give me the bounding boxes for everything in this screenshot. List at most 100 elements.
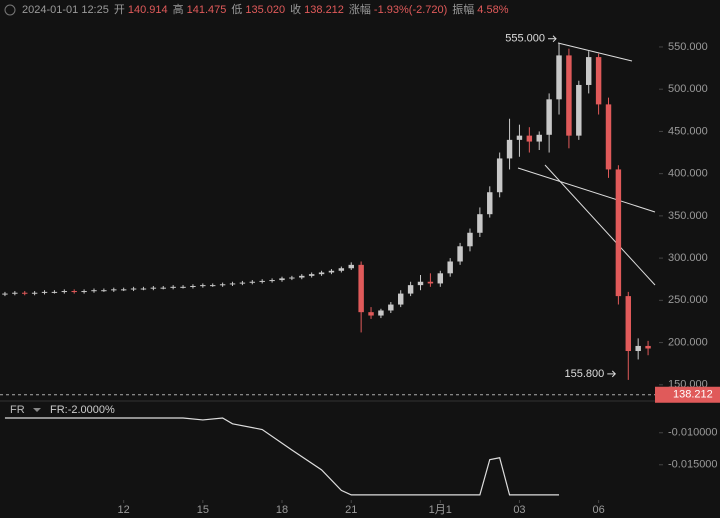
y-tick-label: 300.000	[668, 252, 708, 264]
candle-body	[190, 285, 196, 287]
collapse-icon[interactable]	[4, 4, 16, 16]
candle-body	[111, 289, 117, 291]
candle-body	[536, 134, 542, 142]
candle-body	[170, 286, 176, 288]
candle-body	[526, 135, 533, 142]
header-field: 开	[114, 4, 125, 16]
x-tick-label: 06	[592, 504, 604, 516]
candle-body	[210, 285, 216, 287]
x-tick-label: 1月1	[429, 504, 452, 516]
candle-body	[546, 99, 552, 135]
candle-body	[556, 55, 562, 100]
candle-body	[477, 214, 483, 233]
candle-body	[22, 292, 28, 294]
y-tick-label: 450.000	[668, 125, 708, 137]
indicator-line	[4, 417, 560, 496]
candle-body	[140, 288, 147, 290]
y-tick-label: 500.000	[668, 83, 708, 95]
candle-body	[447, 261, 453, 274]
y-tick-label: 250.000	[668, 294, 708, 306]
indicator-name[interactable]: FR	[10, 404, 25, 416]
price-annotation: 155.800	[565, 368, 605, 380]
candle-body	[467, 232, 473, 247]
candle-body	[645, 345, 651, 349]
indicator-menu[interactable]	[33, 408, 41, 412]
candle-body	[358, 264, 364, 313]
y-tick-label: -0.015000	[668, 459, 718, 471]
trend-line	[544, 164, 656, 286]
candle-body	[566, 55, 572, 136]
x-tick-label: 18	[276, 504, 288, 516]
candle-body	[388, 304, 394, 311]
candle-body	[101, 290, 107, 292]
candle-body	[259, 280, 265, 282]
candle-body	[12, 292, 18, 294]
candle-body	[506, 139, 513, 159]
header-field: 高	[173, 2, 184, 16]
header-field: 2024-01-01 12:25	[22, 4, 109, 16]
candle-body	[51, 291, 58, 293]
indicator-legend: FR:-2.0000%	[50, 404, 115, 416]
candle-body	[605, 104, 612, 170]
annotation-arrowhead	[552, 35, 557, 43]
y-tick-label: 550.000	[668, 41, 708, 53]
candle-body	[308, 274, 315, 276]
header-field: 135.020	[245, 4, 285, 16]
header-field: 低	[231, 3, 242, 16]
y-tick-label: 200.000	[668, 336, 708, 348]
header-field: 141.475	[187, 4, 227, 16]
header-field: 涨幅	[349, 3, 371, 16]
candle-body	[269, 280, 275, 282]
candle-body	[457, 246, 463, 262]
header-field: -1.93%(-2.720)	[374, 4, 447, 16]
y-tick-label: 400.000	[668, 168, 708, 180]
candle-body	[289, 277, 295, 279]
candle-body	[91, 290, 97, 292]
candle-body	[427, 281, 434, 284]
header-field: 振幅	[452, 2, 474, 16]
candle-body	[318, 272, 325, 275]
candle-body	[150, 287, 157, 289]
candle-body	[229, 283, 236, 285]
candle-body	[407, 285, 414, 294]
annotation-arrowhead	[611, 370, 616, 378]
x-tick-label: 12	[118, 504, 130, 516]
x-tick-label: 21	[345, 504, 357, 516]
candle-body	[61, 291, 68, 293]
candle-body	[200, 285, 206, 287]
x-tick-label: 15	[197, 504, 209, 516]
candle-body	[219, 284, 226, 286]
trend-line	[517, 167, 656, 213]
candle-body	[120, 289, 127, 291]
candle-body	[41, 291, 48, 293]
candle-body	[71, 291, 77, 293]
candle-body	[496, 158, 503, 193]
candle-body	[2, 293, 8, 295]
candle-body	[397, 293, 404, 305]
header-info: 2024-01-01 12:25 开 140.914 高 141.475 低 135.020…	[22, 2, 509, 16]
candle-body	[279, 278, 285, 281]
header-field: 138.212	[304, 4, 344, 16]
candle-body	[249, 281, 256, 283]
candle-body	[417, 281, 424, 286]
y-tick-label: 350.000	[668, 210, 708, 222]
last-price-box	[655, 386, 720, 403]
header-field: 4.58%	[477, 4, 508, 16]
candle-body	[576, 84, 582, 136]
y-tick-label: -0.010000	[668, 427, 718, 439]
header-field: 140.914	[128, 4, 168, 16]
candle-body	[239, 282, 246, 284]
trend-line	[557, 42, 633, 62]
x-tick-label: 03	[513, 504, 525, 516]
candle-body	[31, 292, 38, 294]
candle-body	[130, 288, 137, 290]
price-annotation: 555.000	[505, 33, 545, 45]
candle-body	[81, 291, 87, 293]
candle-body	[585, 57, 592, 85]
candle-body	[487, 192, 493, 215]
candle-body	[368, 312, 374, 316]
candle-body	[625, 296, 632, 352]
candle-body	[378, 310, 384, 316]
